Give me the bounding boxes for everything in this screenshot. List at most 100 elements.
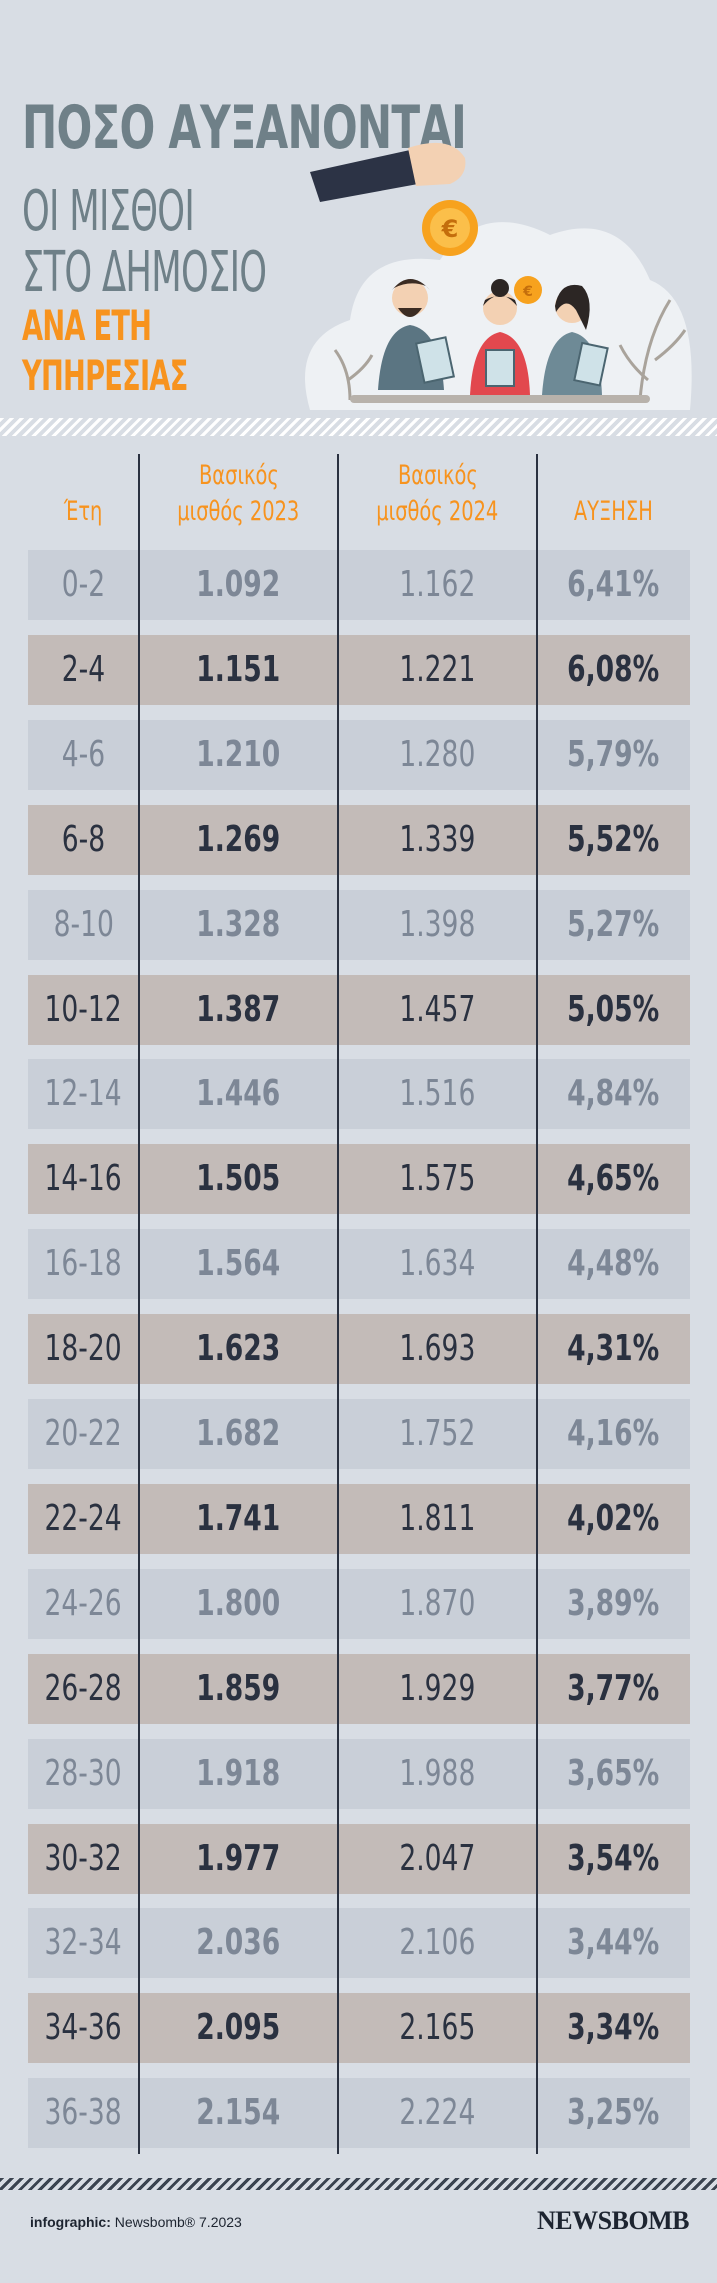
cell-years: 32-34 (44, 1922, 123, 1964)
table-row: 24-26 1.800 1.870 3,89% (28, 1568, 690, 1639)
cell-salary-2024: 1.634 (399, 1243, 476, 1285)
cell-increase: 4,02% (567, 1497, 660, 1539)
cell-years: 4-6 (61, 733, 106, 775)
cell-salary-2024: 1.162 (399, 564, 476, 605)
subtitle-line-2: ΥΠΗΡΕΣΙΑΣ (22, 351, 188, 400)
column-divider (138, 454, 140, 2154)
cell-salary-2023: 1.977 (196, 1837, 281, 1879)
cell-years: 24-26 (44, 1582, 123, 1624)
cell-increase: 3,89% (567, 1582, 660, 1624)
table-row: 34-36 2.095 2.165 3,34% (28, 1993, 690, 2064)
table-row: 4-6 1.210 1.280 5,79% (28, 719, 690, 790)
table-row: 8-10 1.328 1.398 5,27% (28, 889, 690, 960)
header-years: Έτη (64, 496, 103, 527)
cell-years: 22-24 (44, 1497, 123, 1539)
footer-divider-stripes (0, 2178, 717, 2190)
cell-salary-2024: 1.221 (399, 648, 476, 690)
cell-increase: 5,79% (567, 733, 660, 775)
cell-years: 36-38 (44, 2092, 123, 2134)
cell-increase: 3,44% (567, 1922, 660, 1964)
cell-salary-2024: 2.106 (399, 1922, 476, 1964)
cell-increase: 4,84% (567, 1073, 660, 1115)
salary-table: Έτη Βασικός μισθός 2023 Βασικός μισθός 202… (0, 436, 717, 2166)
column-divider (536, 454, 538, 2154)
cell-salary-2024: 1.929 (399, 1667, 476, 1709)
title-line-3: ΣΤΟ ΔΗΜΟΣΙΟ (22, 240, 267, 305)
cell-years: 12-14 (44, 1073, 123, 1115)
cell-salary-2024: 1.870 (399, 1582, 476, 1624)
table-row: 0-2 1.092 1.162 6,41% (28, 550, 690, 620)
cell-salary-2024: 1.339 (399, 818, 476, 860)
svg-text:€: € (522, 284, 533, 300)
cell-years: 26-28 (44, 1667, 123, 1709)
cell-years: 20-22 (44, 1413, 123, 1454)
header: ΠΟΣΟ ΑΥΞΑΝΟΝΤΑΙ ΟΙ ΜΙΣΘΟΙ ΣΤΟ ΔΗΜΟΣΙΟ ΑΝ… (0, 0, 717, 420)
header-base-2024: Βασικός μισθός 2024 (376, 460, 499, 527)
table-row: 12-14 1.446 1.516 4,84% (28, 1059, 690, 1130)
cell-increase: 3,77% (567, 1667, 660, 1709)
cell-years: 2-4 (61, 648, 106, 690)
cell-salary-2024: 2.224 (399, 2092, 476, 2134)
cell-increase: 5,05% (567, 988, 660, 1030)
cell-salary-2024: 1.280 (399, 733, 476, 775)
column-divider (337, 454, 339, 2154)
cell-increase: 5,52% (567, 818, 660, 860)
cell-salary-2023: 1.210 (196, 733, 281, 775)
cell-salary-2023: 1.269 (196, 818, 281, 860)
cell-years: 16-18 (44, 1243, 123, 1285)
cell-years: 6-8 (61, 818, 106, 860)
cell-salary-2023: 2.154 (196, 2092, 281, 2134)
cell-salary-2023: 1.328 (196, 903, 281, 945)
cell-salary-2023: 1.151 (196, 648, 281, 690)
small-coin-icon: € (514, 276, 542, 304)
cell-increase: 4,31% (567, 1328, 660, 1370)
subtitle-line-1: ΑΝΑ ΕΤΗ (22, 301, 152, 350)
title-line-1: ΠΟΣΟ ΑΥΞΑΝΟΝΤΑΙ (22, 93, 467, 163)
cell-salary-2024: 1.516 (399, 1073, 476, 1115)
cell-salary-2024: 1.811 (399, 1497, 476, 1539)
cell-years: 8-10 (53, 903, 114, 945)
cell-salary-2024: 1.693 (399, 1328, 476, 1370)
cell-salary-2024: 1.988 (399, 1752, 476, 1794)
cell-increase: 6,41% (567, 564, 660, 605)
cell-years: 30-32 (44, 1837, 123, 1879)
cell-years: 0-2 (61, 564, 106, 605)
cell-salary-2024: 1.398 (399, 903, 476, 945)
cell-salary-2023: 1.564 (196, 1243, 281, 1285)
cell-salary-2024: 1.575 (399, 1158, 476, 1200)
table-row: 14-16 1.505 1.575 4,65% (28, 1144, 690, 1215)
table-row: 32-34 2.036 2.106 3,44% (28, 1908, 690, 1979)
person-man (378, 279, 456, 390)
cell-salary-2023: 1.800 (196, 1582, 281, 1624)
euro-coin-icon: € (422, 200, 478, 256)
cell-increase: 3,25% (567, 2092, 660, 2134)
cell-salary-2023: 1.505 (196, 1158, 281, 1200)
cell-increase: 5,27% (567, 903, 660, 945)
header-increase: ΑΥΞΗΣΗ (574, 496, 653, 527)
cell-increase: 3,34% (567, 2007, 660, 2049)
table-row: 18-20 1.623 1.693 4,31% (28, 1314, 690, 1385)
person-woman-center (470, 279, 530, 395)
table-row: 20-22 1.682 1.752 4,16% (28, 1399, 690, 1469)
cell-salary-2023: 1.092 (196, 564, 281, 605)
cell-salary-2023: 1.682 (196, 1413, 281, 1454)
illustration-people-coins: € € (305, 142, 692, 410)
header-divider-stripes (0, 418, 717, 436)
cell-increase: 4,48% (567, 1243, 660, 1285)
person-woman-right (542, 284, 609, 395)
cell-salary-2023: 1.918 (196, 1752, 281, 1794)
cell-salary-2023: 1.623 (196, 1328, 281, 1370)
table-row: 22-24 1.741 1.811 4,02% (28, 1483, 690, 1554)
cell-years: 28-30 (44, 1752, 123, 1794)
table-row: 28-30 1.918 1.988 3,65% (28, 1738, 690, 1809)
table-row: 36-38 2.154 2.224 3,25% (28, 2078, 690, 2149)
cell-increase: 3,54% (567, 1837, 660, 1879)
table-row: 6-8 1.269 1.339 5,52% (28, 804, 690, 875)
cell-salary-2024: 1.752 (399, 1413, 476, 1454)
cell-salary-2023: 2.036 (196, 1922, 281, 1964)
credit: infographic: Newsbomb® 7.2023 (30, 2214, 242, 2230)
cell-salary-2023: 1.741 (196, 1497, 281, 1539)
header-base-2023: Βασικός μισθός 2023 (177, 460, 300, 527)
table-row: 16-18 1.564 1.634 4,48% (28, 1229, 690, 1300)
cell-salary-2024: 2.165 (399, 2007, 476, 2049)
